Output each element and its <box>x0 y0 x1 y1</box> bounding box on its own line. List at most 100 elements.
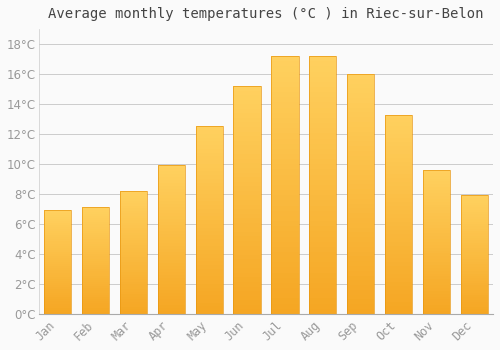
Bar <box>196 216 223 220</box>
Bar <box>272 267 298 273</box>
Bar <box>158 311 185 314</box>
Bar <box>272 283 298 288</box>
Bar <box>120 250 147 252</box>
Bar <box>309 303 336 309</box>
Bar <box>82 312 109 314</box>
Bar <box>347 132 374 136</box>
Bar <box>460 286 488 288</box>
Bar <box>158 198 185 201</box>
Bar <box>44 225 72 227</box>
Bar <box>234 195 260 200</box>
Bar <box>422 228 450 230</box>
Bar <box>422 256 450 259</box>
Bar <box>158 270 185 272</box>
Bar <box>158 296 185 299</box>
Bar <box>234 273 260 278</box>
Bar <box>158 254 185 258</box>
Bar <box>196 130 223 134</box>
Bar <box>272 195 298 201</box>
Bar <box>44 308 72 310</box>
Bar <box>422 190 450 193</box>
Bar <box>385 202 412 206</box>
Bar <box>309 205 336 211</box>
Bar <box>347 266 374 271</box>
Bar <box>234 159 260 163</box>
Bar <box>120 213 147 216</box>
Bar <box>309 309 336 314</box>
Bar <box>422 219 450 222</box>
Bar <box>234 259 260 264</box>
Bar <box>82 282 109 284</box>
Bar <box>158 195 185 198</box>
Bar <box>460 283 488 286</box>
Bar <box>460 238 488 240</box>
Bar <box>234 127 260 132</box>
Bar <box>347 247 374 252</box>
Bar <box>44 268 72 271</box>
Bar <box>82 295 109 297</box>
Bar <box>272 257 298 262</box>
Bar <box>422 279 450 282</box>
Bar <box>82 210 109 212</box>
Bar <box>82 290 109 293</box>
Bar <box>120 287 147 289</box>
Bar <box>309 180 336 185</box>
Bar <box>347 300 374 304</box>
Bar <box>385 178 412 182</box>
Bar <box>309 201 336 205</box>
Bar <box>44 231 72 233</box>
Bar <box>385 119 412 122</box>
Bar <box>385 266 412 270</box>
Bar <box>234 163 260 168</box>
Bar <box>385 290 412 294</box>
Bar <box>347 208 374 213</box>
Bar <box>272 293 298 299</box>
Bar <box>272 252 298 257</box>
Bar <box>82 246 109 248</box>
Bar <box>82 299 109 301</box>
Bar <box>309 123 336 128</box>
Bar <box>385 131 412 134</box>
Bar <box>422 271 450 274</box>
Bar <box>82 293 109 295</box>
Bar <box>347 280 374 285</box>
Bar <box>82 286 109 288</box>
Bar <box>347 232 374 237</box>
Bar <box>196 310 223 314</box>
Bar <box>120 285 147 287</box>
Bar <box>234 141 260 145</box>
Bar <box>422 300 450 302</box>
Bar <box>234 95 260 100</box>
Bar <box>158 219 185 222</box>
Bar <box>158 290 185 293</box>
Bar <box>460 278 488 281</box>
Bar <box>422 170 450 314</box>
Bar <box>44 252 72 254</box>
Bar <box>196 231 223 235</box>
Bar <box>158 186 185 189</box>
Bar <box>196 306 223 310</box>
Bar <box>422 259 450 262</box>
Bar <box>460 195 488 314</box>
Bar <box>347 223 374 228</box>
Bar <box>158 183 185 186</box>
Bar <box>120 230 147 233</box>
Bar <box>385 222 412 226</box>
Bar <box>120 272 147 274</box>
Bar <box>234 191 260 195</box>
Bar <box>196 160 223 164</box>
Bar <box>347 194 374 199</box>
Bar <box>120 294 147 297</box>
Bar <box>234 132 260 136</box>
Bar <box>234 300 260 305</box>
Bar <box>120 228 147 230</box>
Bar <box>347 127 374 132</box>
Bar <box>347 261 374 266</box>
Bar <box>44 223 72 225</box>
Bar <box>44 291 72 293</box>
Bar <box>460 212 488 215</box>
Bar <box>44 241 72 244</box>
Bar <box>44 276 72 279</box>
Bar <box>422 225 450 228</box>
Bar <box>422 239 450 242</box>
